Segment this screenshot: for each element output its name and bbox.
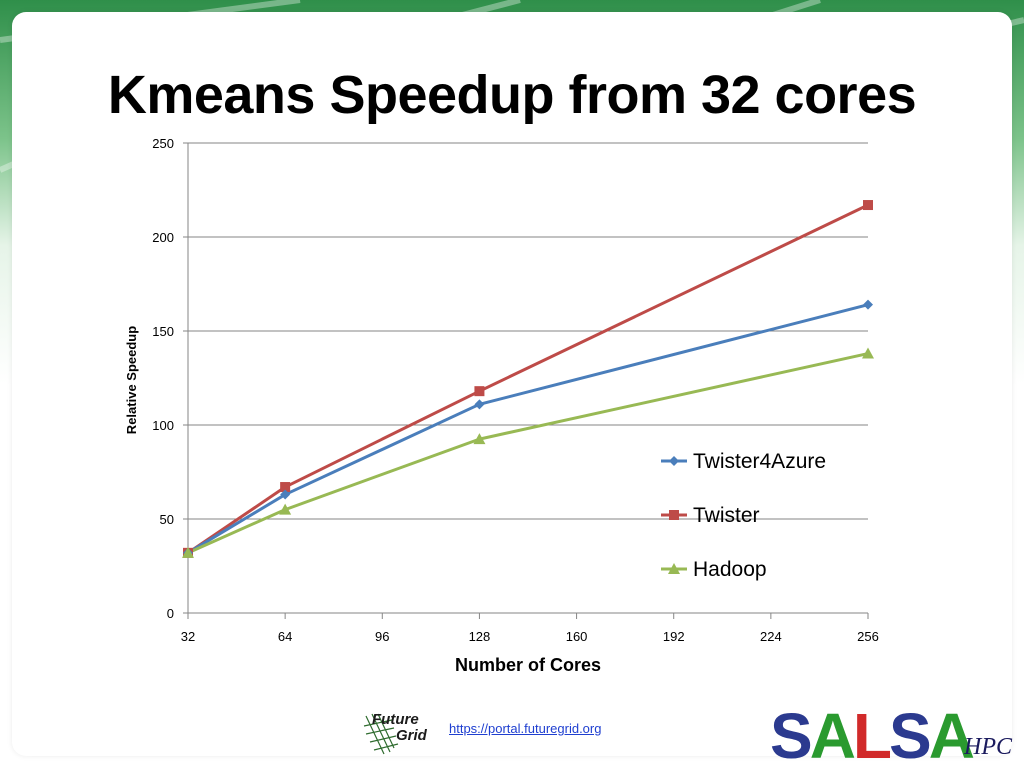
salsa-hpc-logo: SALSA HPC [770,700,1013,764]
series-line-hadoop [187,352,869,555]
page-title: Kmeans Speedup from 32 cores [107,65,917,125]
legend-label-twister4azure: Twister4Azure [693,450,826,473]
futuregrid-logo-text-1: Future [372,711,419,728]
legend-label-hadoop: Hadoop [693,558,767,581]
series-line-twister [187,203,869,555]
legend-label-twister: Twister [693,504,760,527]
y-tick-label: 150 [152,324,174,339]
futuregrid-logo: Future Grid [363,711,428,755]
slide-card [12,12,1012,756]
series-line-twister4azure [187,303,869,555]
hpc-logo-text: HPC [963,734,1013,760]
x-tick-label: 192 [663,629,685,644]
futuregrid-portal-link[interactable]: https://portal.futuregrid.org [449,721,602,736]
y-tick-label: 0 [167,606,174,621]
x-tick-label: 32 [181,629,195,644]
data-point-twister [280,482,291,493]
x-tick-label: 96 [375,629,389,644]
data-point-twister4azure [863,299,873,310]
y-tick-label: 100 [152,418,174,433]
data-point-hadoop [862,347,874,359]
data-point-twister4azure [280,489,291,500]
y-axis-title: Relative Speedup [124,326,139,434]
data-point-hadoop [182,546,194,558]
x-axis-title: Number of Cores [455,655,601,675]
data-point-twister [474,386,485,397]
x-tick-label: 64 [278,629,292,644]
x-tick-label: 160 [566,629,588,644]
legend-marker-twister [669,510,679,520]
y-tick-label: 250 [152,136,174,151]
data-point-hadoop [473,433,486,445]
data-point-twister4azure [474,399,485,410]
legend-marker-twister4azure [669,456,679,466]
x-tick-label: 128 [469,629,491,644]
y-tick-label: 200 [152,230,174,245]
salsa-logo-text: SALSA [770,700,974,764]
x-tick-label: 256 [857,629,879,644]
data-point-twister [863,200,873,211]
futuregrid-logo-text-2: Grid [396,727,428,744]
x-tick-label: 224 [760,629,782,644]
y-tick-label: 50 [160,512,174,527]
data-point-hadoop [279,503,292,515]
legend-marker-hadoop [668,563,680,574]
